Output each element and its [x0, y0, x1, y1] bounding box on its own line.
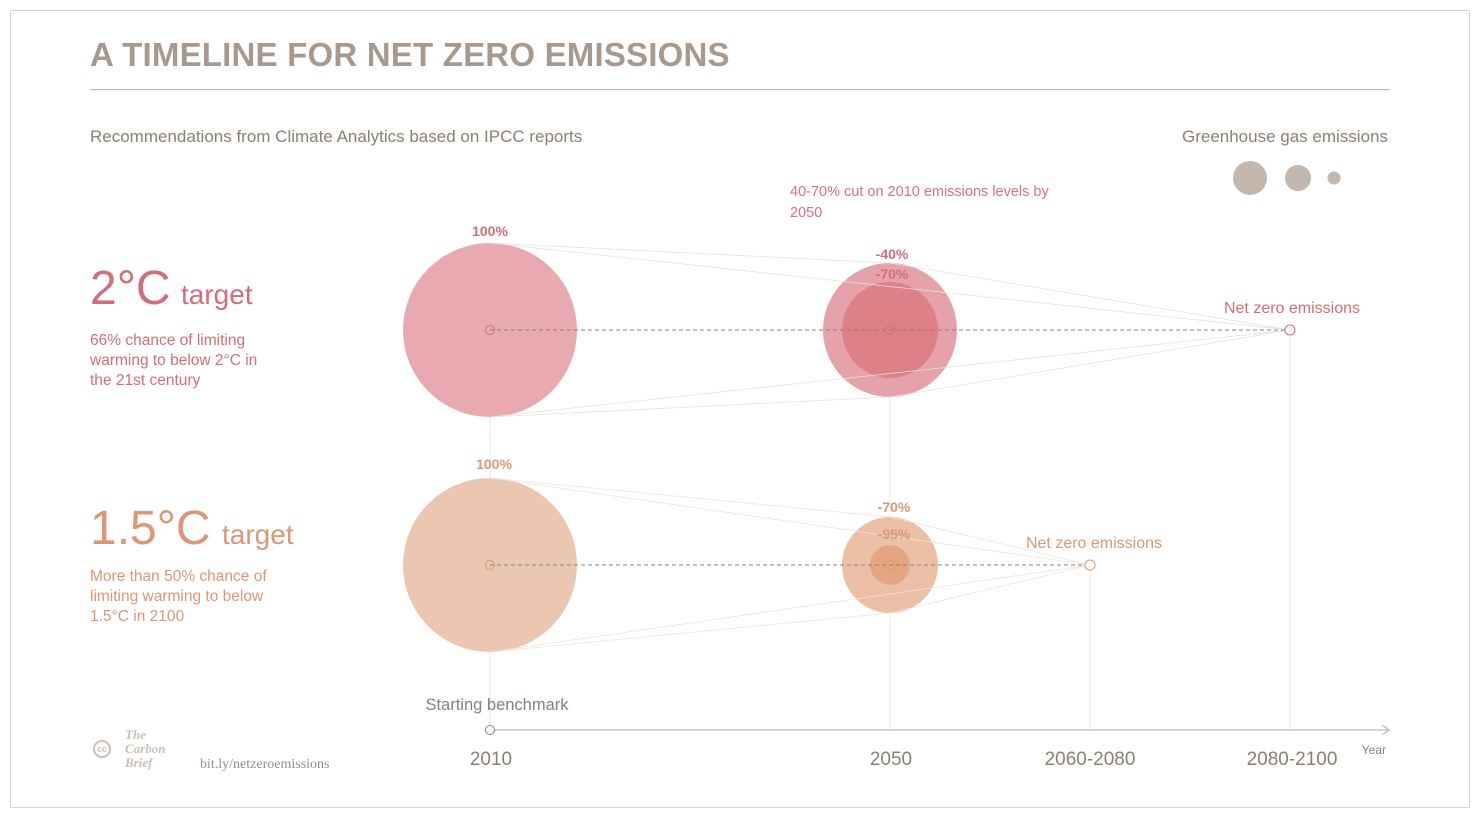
starting-benchmark-label: Starting benchmark — [425, 696, 569, 714]
target-2c-word: target — [181, 279, 253, 310]
source-link[interactable]: bit.ly/netzeroemissions — [200, 757, 330, 772]
legend-dot-medium — [1285, 165, 1311, 191]
marker-15c-netzero — [1084, 559, 1096, 571]
target-2c-description: 66% chance of limiting warming to below … — [90, 332, 258, 389]
carbon-brief-logo: The Carbon Brief — [125, 727, 166, 770]
year-axis-arrow — [1381, 724, 1390, 736]
subtitle: Recommendations from Climate Analytics b… — [90, 127, 583, 146]
year-axis-label: Year — [1362, 743, 1386, 757]
page-title: A TIMELINE FOR NET ZERO EMISSIONS — [90, 36, 730, 73]
cut-annotation: 40-70% cut on 2010 emissions levels by 2… — [790, 184, 1049, 221]
year-label-2080-2100: 2080-2100 — [1247, 749, 1338, 770]
label-2c-netzero: Net zero emissions — [1224, 300, 1360, 317]
marker-15c-2050 — [885, 560, 895, 570]
label-2c-minus40: -40% — [876, 246, 909, 262]
marker-2c-2050 — [885, 325, 895, 335]
legend-dot-large — [1233, 161, 1267, 195]
label-15c-100: 100% — [476, 456, 512, 472]
label-15c-netzero: Net zero emissions — [1026, 535, 1162, 552]
year-label-2060-2080: 2060-2080 — [1045, 749, 1136, 770]
target-15c-description: More than 50% chance of limiting warming… — [90, 568, 267, 625]
target-2c-big: 2°C — [90, 262, 171, 315]
marker-2c-2010 — [485, 325, 495, 335]
cc-icon: cc — [93, 740, 111, 758]
axis-start-marker — [485, 725, 495, 735]
year-label-2010: 2010 — [470, 749, 512, 770]
connectors-15c — [489, 477, 1091, 653]
label-2c-100: 100% — [472, 223, 508, 239]
frame — [10, 10, 1470, 808]
target-15c-big: 1.5°C — [90, 502, 211, 555]
target-15c-word: target — [222, 519, 294, 550]
label-15c-minus95: -95% — [878, 526, 911, 542]
title-divider — [90, 89, 1390, 90]
label-2c-minus70: -70% — [876, 266, 909, 282]
marker-2c-netzero — [1284, 324, 1296, 336]
marker-15c-2010 — [485, 560, 495, 570]
year-label-2050: 2050 — [870, 749, 912, 770]
connectors-2c — [489, 242, 1291, 418]
label-15c-minus70: -70% — [878, 499, 911, 515]
legend-dot-small — [1327, 171, 1341, 185]
legend-title: Greenhouse gas emissions — [1181, 127, 1388, 146]
